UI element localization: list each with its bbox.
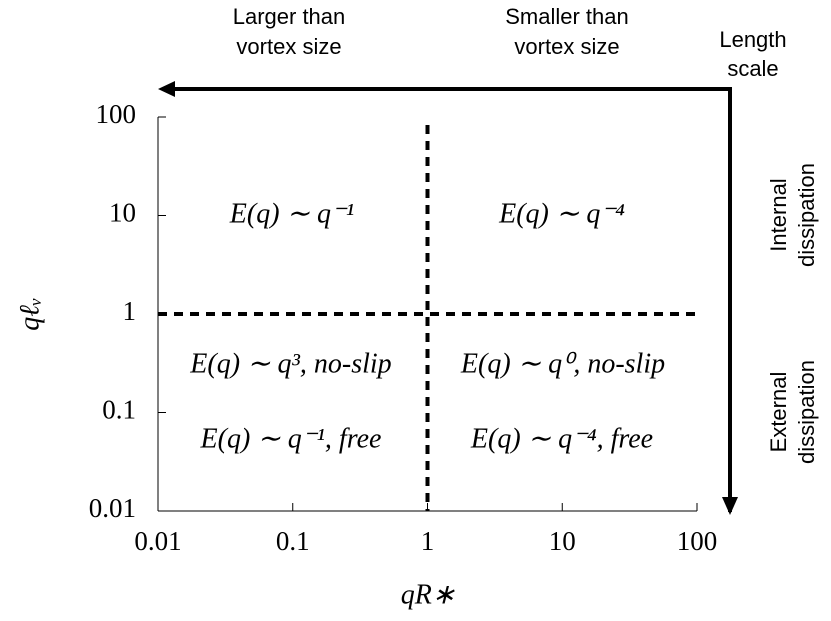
x-tick-label: 1	[421, 526, 435, 556]
region-label: E(q) ∼ q⁻¹, free	[200, 423, 382, 454]
x-tick-label: 10	[549, 526, 576, 556]
region-label: E(q) ∼ q⁻¹	[229, 198, 354, 229]
region-label: E(q) ∼ q⁰, no-slip	[460, 348, 665, 379]
annotation: Internal	[766, 178, 791, 251]
arrow-head-left	[158, 81, 175, 97]
annotation: dissipation	[794, 163, 819, 267]
y-tick-label: 100	[96, 99, 137, 129]
annotation: vortex size	[236, 34, 341, 59]
y-axis-label: qℓᵥ	[14, 297, 45, 331]
region-label: E(q) ∼ q⁻⁴	[498, 198, 625, 229]
y-tick-label: 0.01	[89, 493, 136, 523]
region-label: E(q) ∼ q⁻⁴, free	[470, 423, 653, 454]
annotation: External	[766, 372, 791, 453]
annotation: Smaller than	[505, 4, 629, 29]
annotation: Length	[719, 27, 786, 52]
x-axis-label: qR∗	[401, 579, 456, 610]
x-tick-label: 0.1	[276, 526, 310, 556]
y-tick-label: 10	[109, 198, 136, 228]
annotation: vortex size	[514, 34, 619, 59]
arrow-head-down	[722, 497, 738, 515]
annotation: scale	[727, 56, 778, 81]
y-tick-label: 1	[123, 296, 137, 326]
annotation: Larger than	[233, 4, 346, 29]
y-tick-label: 0.1	[102, 395, 136, 425]
length-scale-arrow	[163, 87, 732, 512]
x-tick-label: 0.01	[134, 526, 181, 556]
region-label: E(q) ∼ q³, no-slip	[189, 348, 391, 379]
x-tick-label: 100	[677, 526, 718, 556]
annotation: dissipation	[794, 360, 819, 464]
